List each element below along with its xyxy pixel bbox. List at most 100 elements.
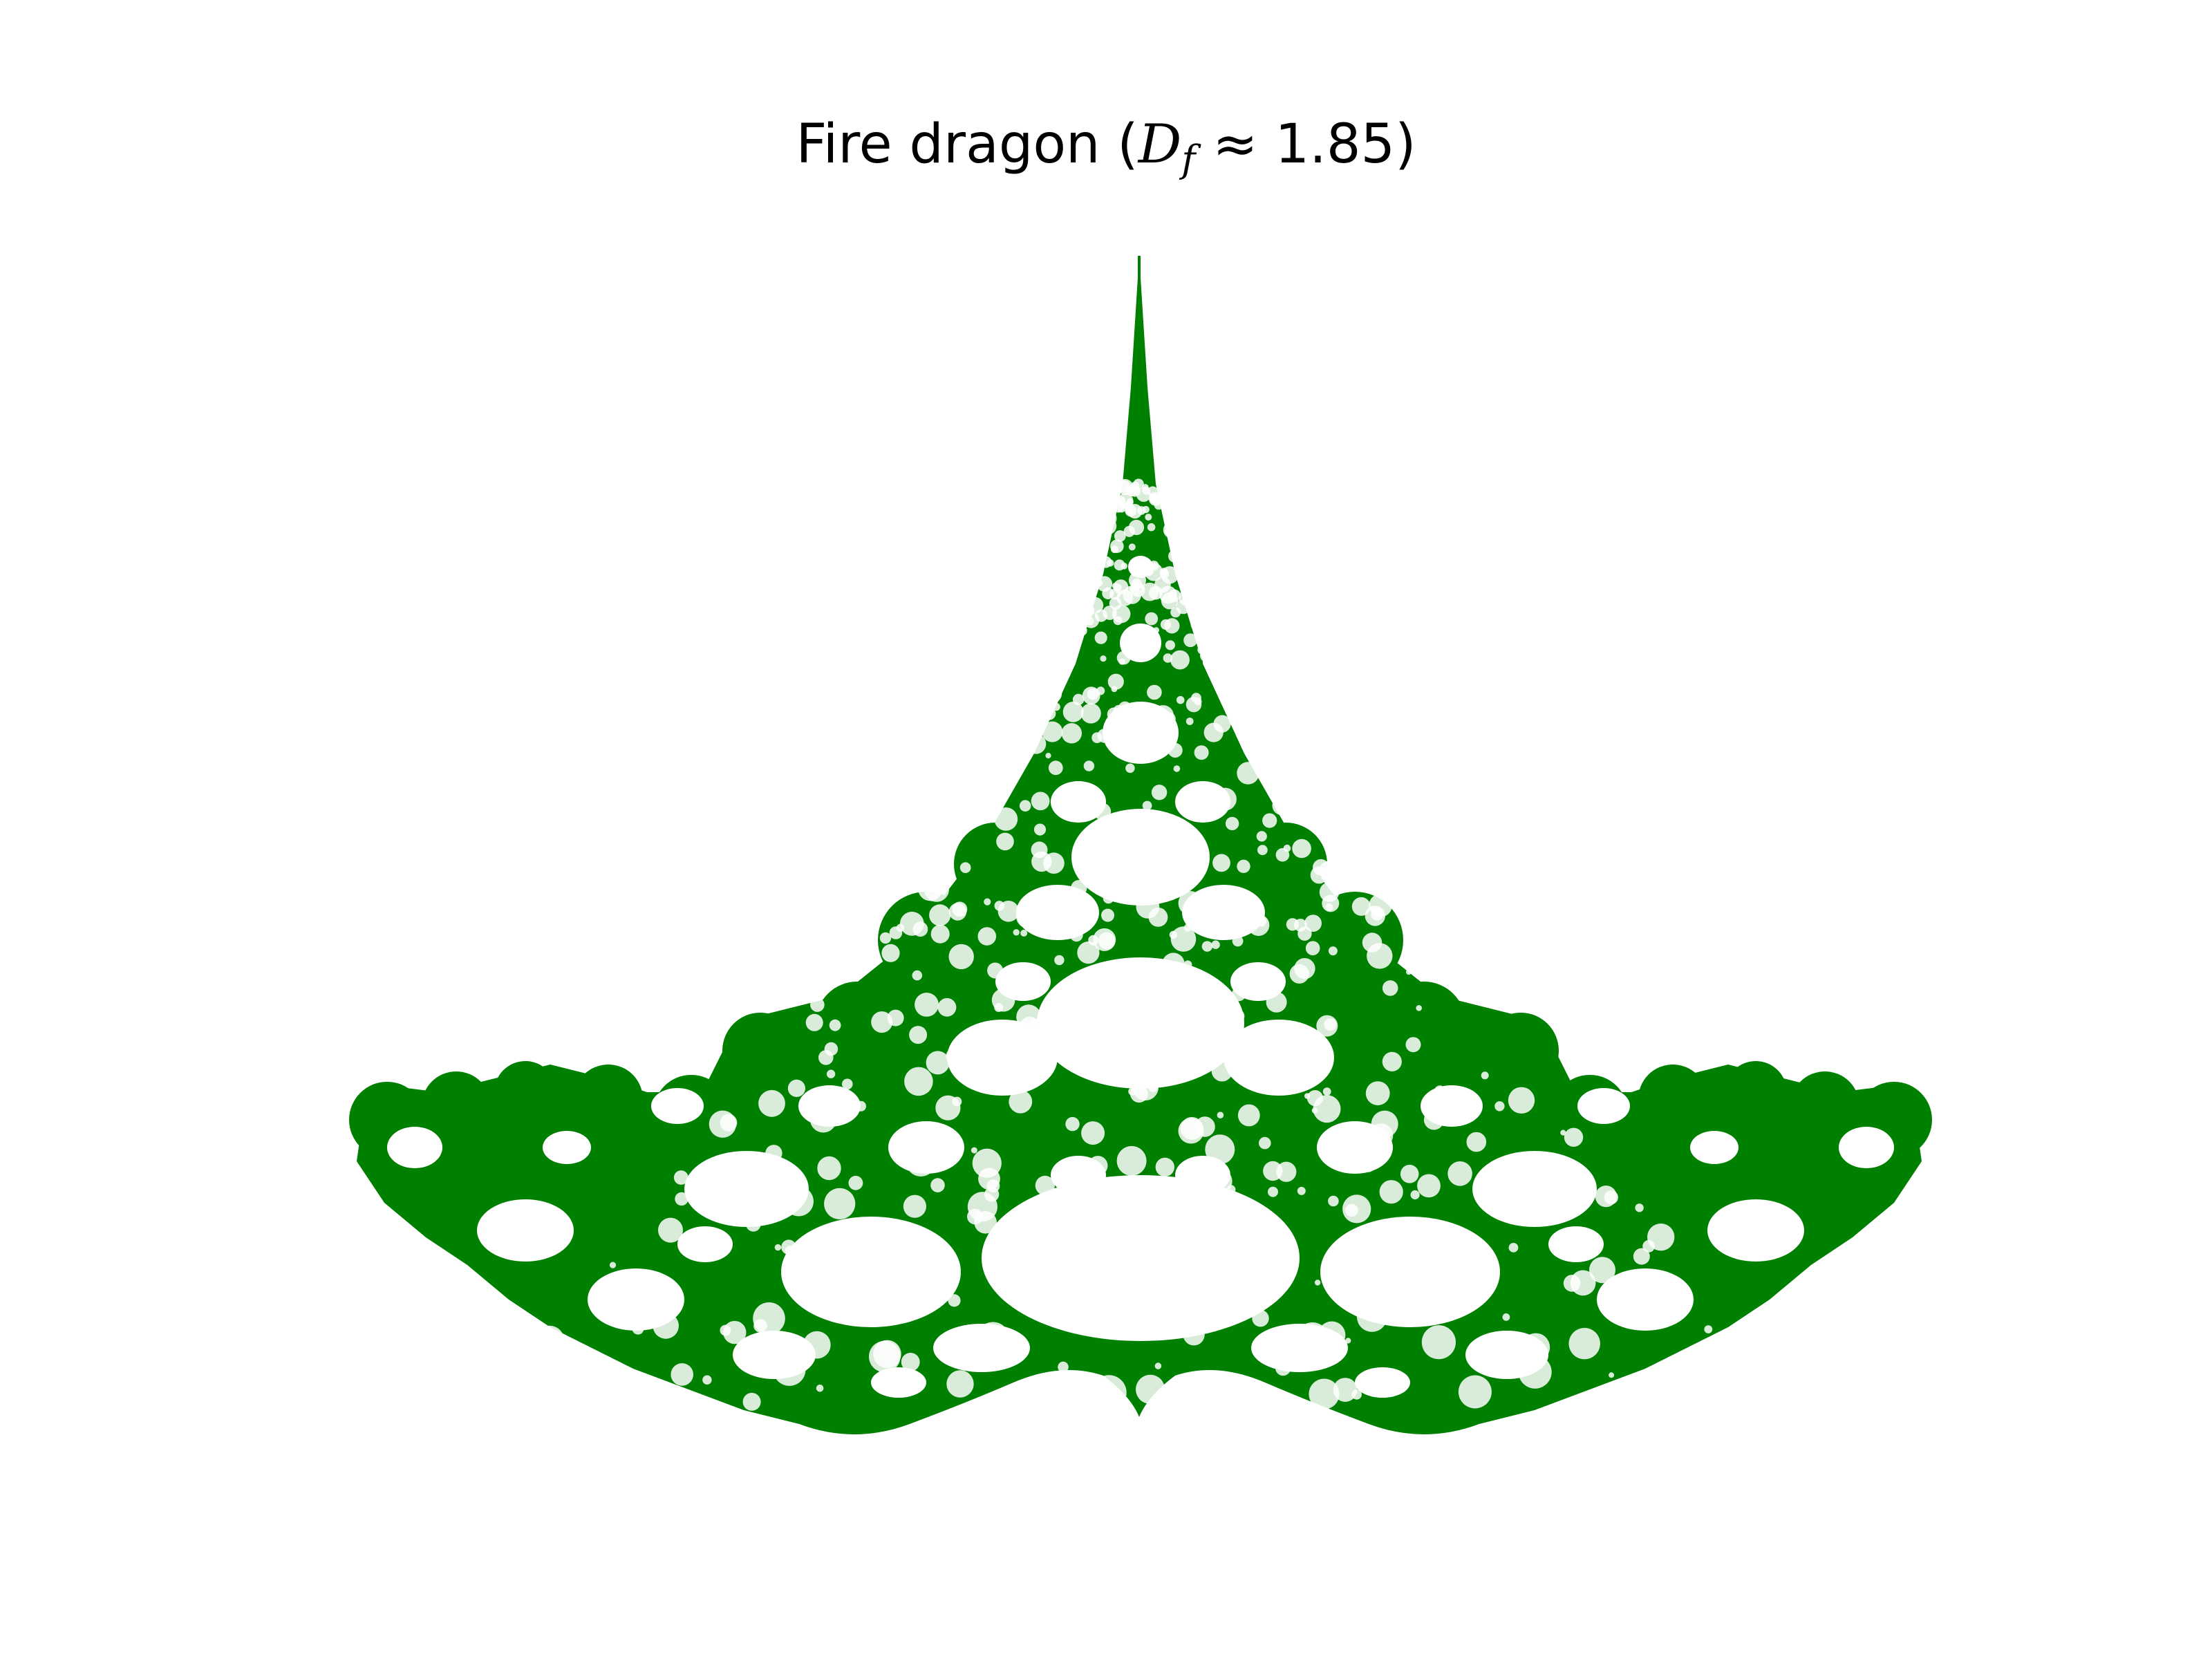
fractal-speckle xyxy=(671,1363,693,1386)
fractal-speckle xyxy=(1225,816,1239,831)
fractal-speckle xyxy=(1309,808,1322,821)
fractal-hem-bump xyxy=(1725,1061,1787,1123)
fractal-speckle xyxy=(930,1178,945,1192)
fractal-speckle xyxy=(1061,723,1082,744)
fractal-speckle xyxy=(1120,703,1136,720)
fractal-speckle xyxy=(1087,559,1104,576)
fractal-speckle xyxy=(1508,1087,1535,1114)
fractal-speckle xyxy=(1011,740,1031,760)
fractal-speckle xyxy=(976,1322,1010,1355)
fractal-void xyxy=(684,1151,809,1227)
fractal-speckle xyxy=(1304,915,1322,932)
fractal-speckle xyxy=(1026,982,1035,991)
fractal-speckle xyxy=(994,807,1018,831)
fractal-speckle xyxy=(1362,1161,1374,1172)
fractal-speckle xyxy=(534,1325,565,1356)
fractal-speckle xyxy=(1417,1174,1441,1198)
fractal-speckle xyxy=(723,1320,747,1344)
fractal-speckle xyxy=(1162,498,1172,508)
fractal-speckle xyxy=(1058,642,1067,650)
fractal-speckle xyxy=(981,756,997,771)
fractal-speckle xyxy=(842,1078,853,1090)
fractal-speckle xyxy=(1324,1018,1337,1031)
fractal-speckle xyxy=(1185,718,1194,725)
fractal-speckle xyxy=(566,1362,597,1394)
fractal-speckle xyxy=(946,1370,974,1398)
fractal-speckle xyxy=(1126,1183,1138,1195)
fractal-speckle xyxy=(871,1011,893,1033)
title-suffix: ) xyxy=(1395,113,1416,176)
fractal-speckle xyxy=(1067,1274,1076,1282)
fractal-speckle xyxy=(995,764,1002,771)
fractal-void xyxy=(651,1088,704,1124)
fractal-speckle xyxy=(948,903,967,921)
fractal-speckle xyxy=(1149,585,1163,600)
fractal-speckle xyxy=(996,727,1005,735)
fractal-speckle xyxy=(1494,1101,1505,1112)
fractal-speckle xyxy=(1113,704,1124,715)
fractal-speckle xyxy=(984,898,991,906)
fractal-speckle xyxy=(1502,1313,1510,1321)
fractal-speckle xyxy=(1125,505,1137,517)
fractal-speckle xyxy=(784,1186,814,1217)
fractal-void xyxy=(781,1217,961,1327)
fractal-speckle xyxy=(1126,994,1136,1004)
fractal-speckle xyxy=(1466,1132,1487,1152)
fractal-speckle xyxy=(1423,1109,1444,1130)
fractal-speckle xyxy=(711,1172,728,1188)
fractal-speckle xyxy=(926,1051,950,1075)
fractal-speckle xyxy=(1113,579,1129,594)
fractal-speckle xyxy=(1113,616,1123,626)
fractal-speckle xyxy=(1306,1090,1324,1107)
fractal-speckle xyxy=(785,1246,796,1256)
fractal-speckle xyxy=(909,1026,928,1044)
fractal-speckle xyxy=(1013,929,1020,936)
fractal-speckle xyxy=(1518,1355,1552,1389)
fractal-speckle xyxy=(1091,1375,1127,1411)
fractal-speckle xyxy=(1109,1068,1123,1082)
fractal-speckle xyxy=(1292,838,1311,859)
fractal-speckle xyxy=(1128,856,1148,876)
fractal-speckle xyxy=(1604,1384,1633,1413)
fractal-speckle xyxy=(1168,589,1181,603)
fractal-speckle xyxy=(1126,498,1134,506)
fractal-speckle xyxy=(1508,1243,1519,1253)
fractal-speckle xyxy=(1105,1177,1124,1197)
fractal-speckle xyxy=(1125,763,1135,774)
fractal-speckle xyxy=(845,946,859,959)
fractal-speckle xyxy=(1035,1175,1055,1196)
fractal-speckle xyxy=(1560,1130,1566,1136)
fractal-speckle xyxy=(1121,563,1127,570)
fractal-speckle xyxy=(1149,561,1159,571)
fractal-speckle xyxy=(463,1398,470,1405)
fractal-speckle xyxy=(1100,655,1107,662)
fractal-speckle xyxy=(1609,1372,1615,1378)
fractal-speckle xyxy=(1305,941,1320,955)
fractal-speckle xyxy=(810,997,825,1012)
fractal-speckle xyxy=(1416,1005,1422,1011)
fractal-speckle xyxy=(1194,1116,1215,1137)
fractal-speckle xyxy=(1185,1273,1206,1293)
fractal-speckle xyxy=(1633,1248,1650,1265)
fractal-speckle xyxy=(978,1168,1000,1190)
fractal-speckle xyxy=(1243,975,1261,993)
fractal-speckle xyxy=(873,1340,901,1369)
fractal-speckle xyxy=(901,1353,920,1371)
fractal-speckle xyxy=(1051,650,1060,659)
fractal-speckle xyxy=(1165,1045,1173,1052)
fractal-speckle xyxy=(1647,1224,1675,1251)
fractal-speckle xyxy=(1111,686,1118,693)
fractal-void xyxy=(1037,957,1244,1089)
fractal-speckle xyxy=(675,1192,688,1206)
fractal-speckle xyxy=(824,1188,856,1219)
fractal-speckle xyxy=(805,1013,823,1031)
fractal-void xyxy=(871,1367,926,1398)
fractal-speckle xyxy=(1131,636,1143,648)
fractal-speckle xyxy=(1148,908,1168,927)
fractal-speckle xyxy=(999,1227,1026,1255)
fractal-speckle xyxy=(1213,787,1237,811)
fractal-speckle xyxy=(1175,552,1184,562)
fractal-speckle xyxy=(1604,1190,1618,1205)
fractal-speckle xyxy=(1206,975,1213,982)
